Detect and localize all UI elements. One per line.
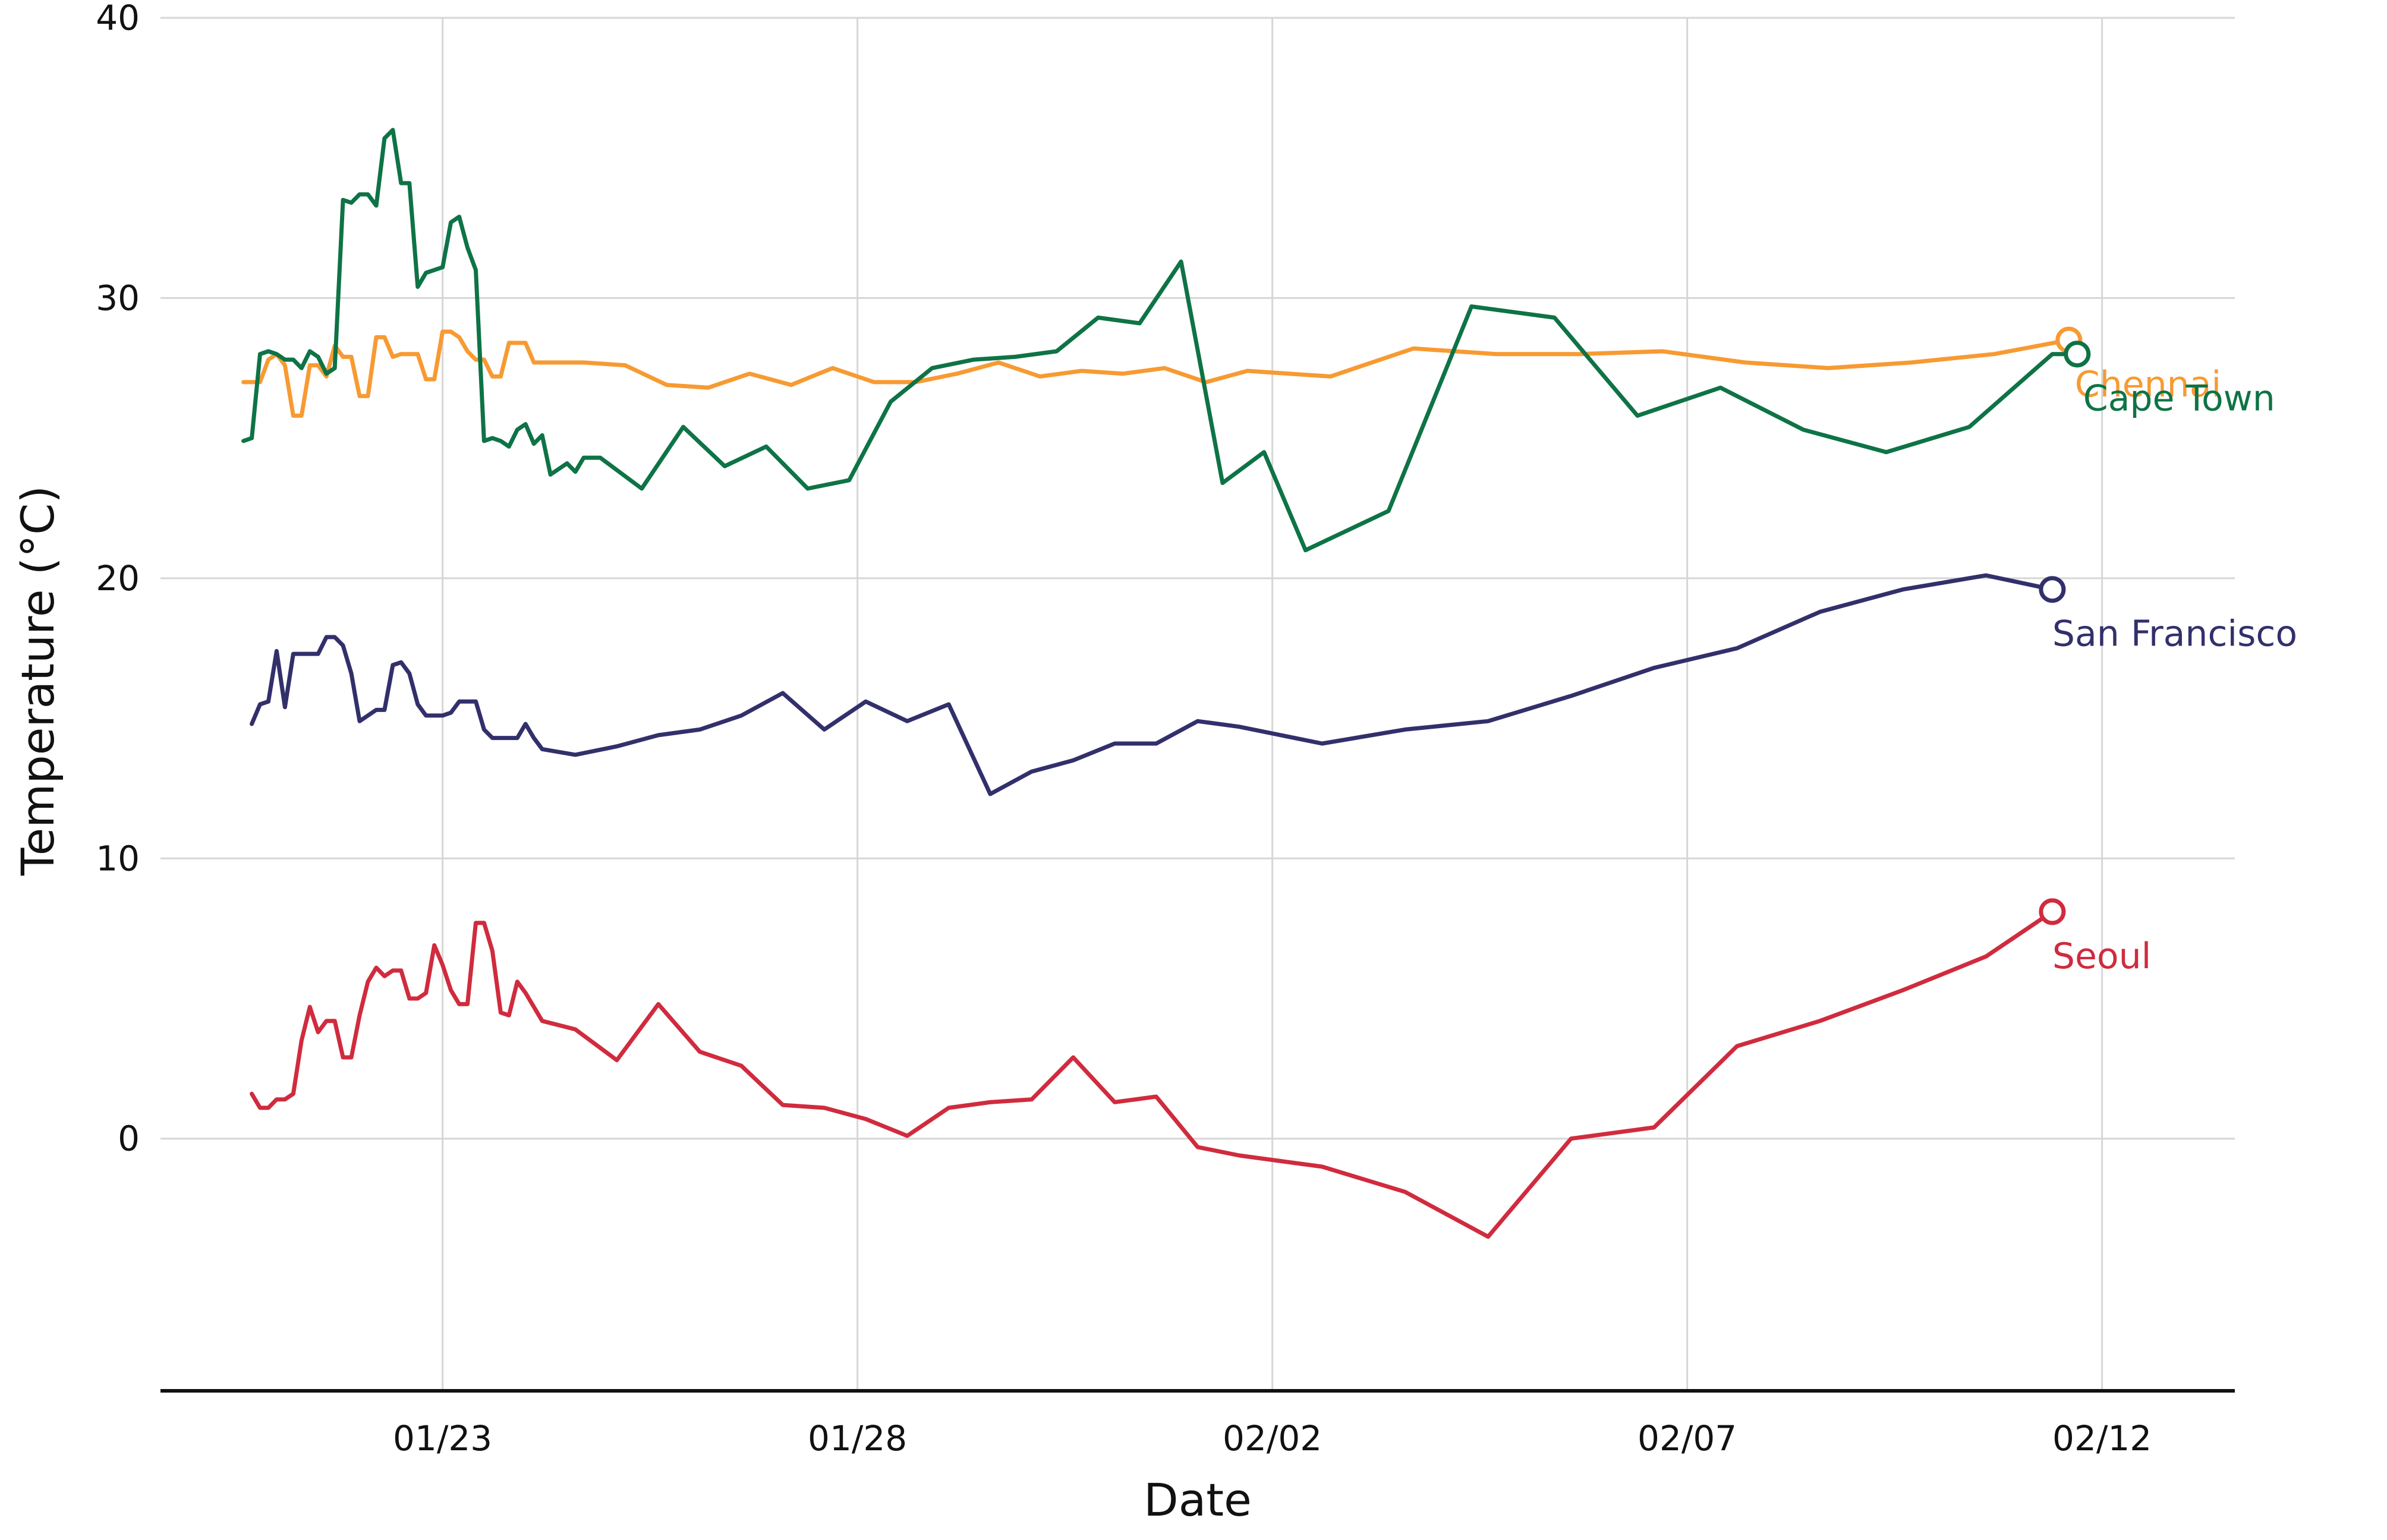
- series-line-chennai: [241, 329, 2071, 418]
- series-line-seoul: [250, 909, 2055, 1239]
- series-lines: [241, 128, 2091, 1239]
- series-label-cape-town: Cape Town: [2083, 378, 2275, 420]
- x-tick-label: 01/28: [808, 1418, 907, 1459]
- series-label-san-francisco: San Francisco: [2052, 613, 2297, 655]
- tick-labels: 0 10 20 30 40 01/23 01/28 02/02 02/07 02/12: [96, 0, 2152, 1459]
- y-axis-title: Temperature (°C): [11, 486, 64, 876]
- y-tick-label: 40: [96, 0, 140, 38]
- x-tick-label: 02/07: [1637, 1418, 1737, 1459]
- series-label-chennai: Chennai: [2075, 364, 2221, 405]
- series-end-marker-san-francisco: [2039, 576, 2066, 603]
- x-axis-title: Date: [1144, 1473, 1252, 1526]
- series-line-cape-town: [241, 128, 2080, 553]
- y-tick-label: 0: [118, 1119, 140, 1159]
- y-tick-label: 10: [96, 838, 140, 878]
- series-label-seoul: Seoul: [2052, 936, 2151, 977]
- series-end-marker-cape-town: [2064, 341, 2091, 368]
- x-tick-label: 01/23: [393, 1418, 492, 1459]
- x-tick-label: 02/02: [1223, 1418, 1322, 1459]
- x-tick-label: 02/12: [2052, 1418, 2152, 1459]
- series-line-san-francisco: [250, 573, 2055, 796]
- grid-lines: [160, 17, 2235, 1391]
- y-tick-label: 30: [96, 278, 140, 318]
- y-tick-label: 20: [96, 558, 140, 599]
- series-end-marker-seoul: [2039, 898, 2066, 925]
